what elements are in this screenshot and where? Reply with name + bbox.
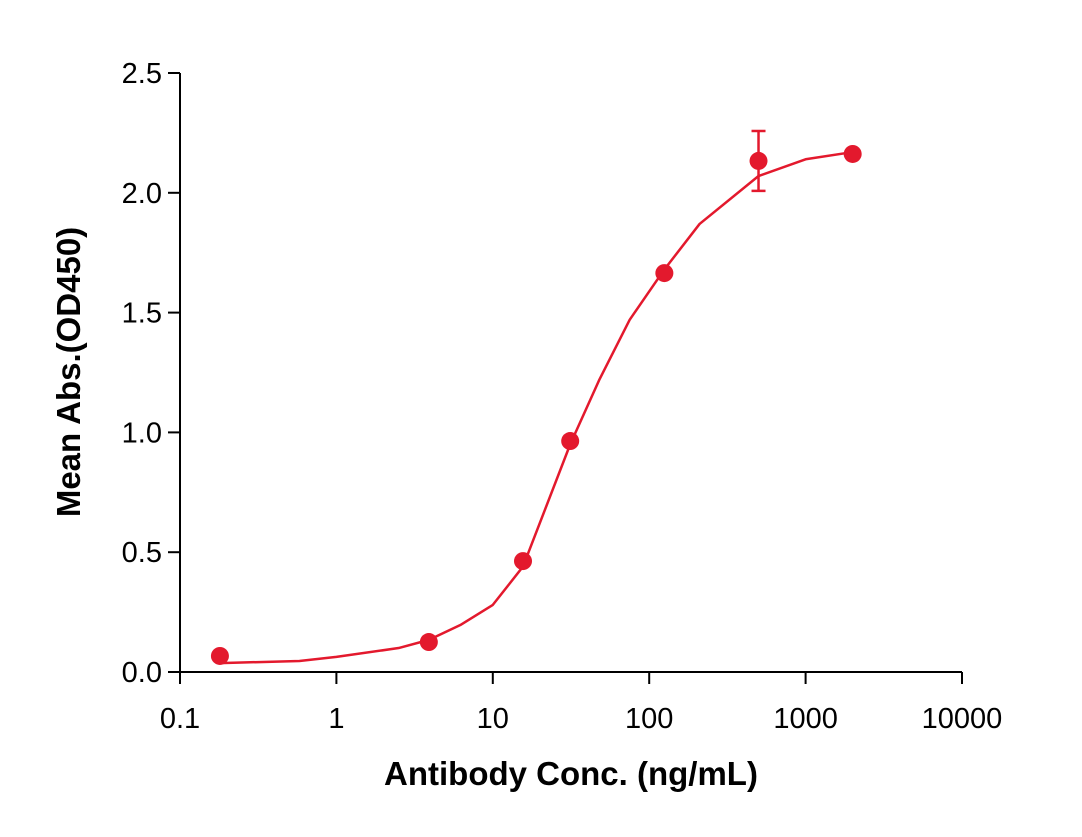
x-tick-label: 100 <box>625 703 673 735</box>
x-tick-label: 10000 <box>922 703 1003 735</box>
data-point <box>749 151 768 170</box>
data-point <box>210 646 229 665</box>
x-tick-label: 1000 <box>773 703 838 735</box>
x-tick-label: 10 <box>477 703 509 735</box>
y-tick-label: 0.0 <box>122 657 162 689</box>
y-tick-label: 2.0 <box>122 178 162 210</box>
x-tick-label: 0.1 <box>160 703 200 735</box>
data-point <box>843 144 862 163</box>
data-point <box>655 264 674 283</box>
data-point <box>419 633 438 652</box>
y-tick-label: 1.5 <box>122 298 162 330</box>
x-axis-label: Antibody Conc. (ng/mL) <box>384 755 758 792</box>
y-tick-label: 1.0 <box>122 417 162 449</box>
y-axis-label: Mean Abs.(OD450) <box>50 227 87 517</box>
data-point <box>561 432 580 451</box>
y-tick-label: 0.5 <box>122 537 162 569</box>
y-tick-label: 2.5 <box>122 58 162 90</box>
data-point <box>514 552 533 571</box>
fit-curve <box>219 150 853 665</box>
x-tick-label: 1 <box>328 703 344 735</box>
